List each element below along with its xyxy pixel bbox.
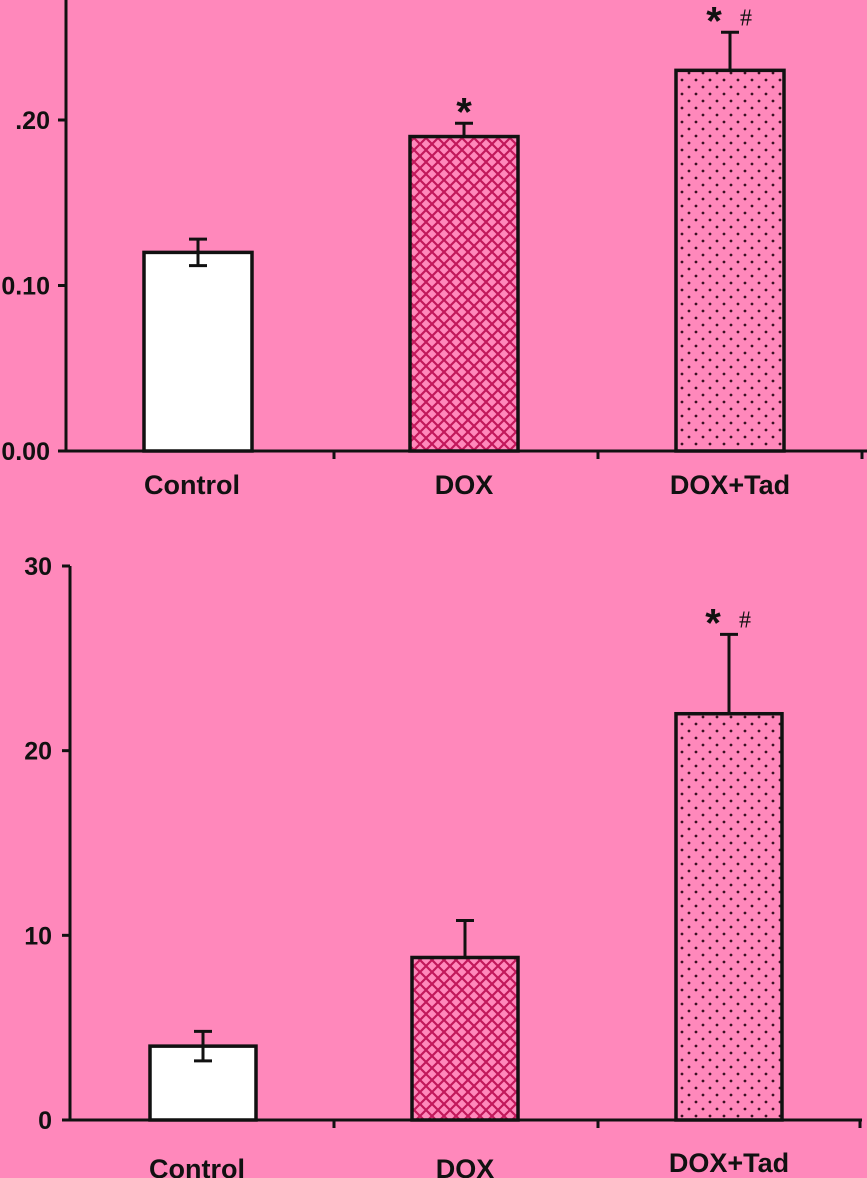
top-bar-chart: .20 0.10 0.00 Control * DOX * # DOX+Tad	[1, 0, 867, 500]
bottom-bar-dox	[410, 955, 520, 1122]
top-y-tick-label: .20	[15, 107, 50, 135]
bottom-significance-star: *	[705, 601, 721, 645]
bottom-y-tick-label: 20	[24, 738, 52, 766]
top-y-tick-label: 0.10	[1, 273, 50, 301]
top-category-label: DOX	[435, 470, 494, 500]
top-category-label: DOX+Tad	[670, 470, 790, 500]
bottom-bar-dox-tad	[674, 711, 784, 1122]
bottom-category-label: DOX+Tad	[669, 1148, 789, 1178]
top-significance-star: *	[706, 0, 722, 43]
top-category-label: Control	[144, 470, 240, 500]
bottom-category-label: Control	[149, 1154, 245, 1178]
top-significance-hash: #	[740, 5, 752, 31]
bottom-y-tick-label: 10	[24, 922, 52, 950]
bottom-y-tick-label: 30	[24, 553, 52, 581]
bottom-bar-chart: 30 20 10 0 Control DOX * # DOX+Tad	[24, 553, 862, 1178]
bottom-error-bar	[720, 632, 738, 714]
bottom-category-label: DOX	[436, 1154, 495, 1178]
top-bar-dox-tad	[674, 68, 786, 453]
top-error-bar	[189, 237, 207, 268]
top-error-bar	[721, 30, 739, 71]
top-bar-control	[142, 250, 254, 453]
bottom-error-bar	[456, 919, 474, 958]
bottom-error-bar	[194, 1029, 212, 1063]
top-error-bar	[455, 121, 473, 137]
bottom-y-tick-label: 0	[38, 1107, 52, 1135]
bottom-significance-hash: #	[739, 607, 751, 633]
top-significance-star: *	[456, 90, 472, 134]
top-bar-dox	[408, 134, 520, 453]
top-y-tick-label: 0.00	[1, 438, 50, 466]
